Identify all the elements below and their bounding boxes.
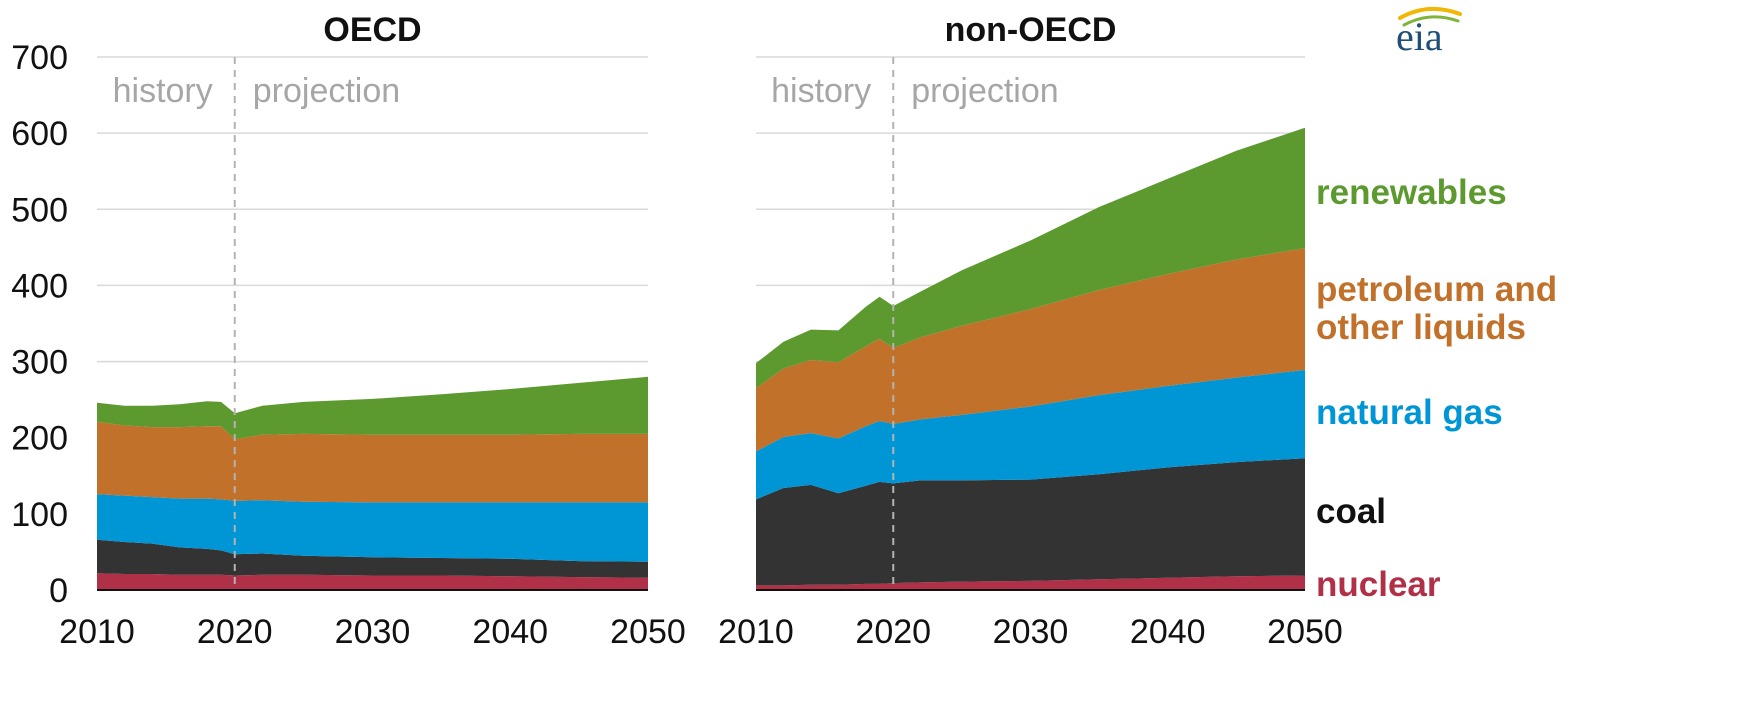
non-oecd-x-tick-2010: 2010 [718,613,794,651]
oecd-projection-label: projection [253,72,400,110]
legend-nuclear: nuclear [1316,565,1441,604]
y-tick-0: 0 [49,572,68,610]
non-oecd-x-tick-2030: 2030 [993,613,1069,651]
y-tick-700: 700 [11,39,68,77]
non-oecd-area-gas [756,369,1305,500]
y-tick-400: 400 [11,267,68,305]
non-oecd-x-tick-2020: 2020 [855,613,931,651]
non-oecd-projection-label: projection [911,72,1058,110]
oecd-x-tick-2050: 2050 [610,613,686,651]
y-tick-500: 500 [11,191,68,229]
legend-petroleum-line-2: other liquids [1316,308,1526,347]
oecd-history-label: history [113,72,213,110]
y-tick-600: 600 [11,115,68,153]
y-tick-200: 200 [11,420,68,458]
oecd-x-tick-2030: 2030 [335,613,411,651]
legend-gas: natural gas [1316,393,1503,432]
non-oecd-x-tick-2050: 2050 [1267,613,1343,651]
legend-coal: coal [1316,492,1386,531]
non-oecd-panel-title: non-OECD [945,11,1117,49]
legend-petroleum-line-1: petroleum and [1316,270,1557,309]
legend-renewables: renewables [1316,173,1507,212]
oecd-x-tick-2010: 2010 [59,613,135,651]
eia-logo: eia [1396,14,1443,59]
non-oecd-area-nuclear [756,575,1305,590]
logo-swoosh-green [1402,15,1460,27]
y-tick-100: 100 [11,496,68,534]
y-tick-300: 300 [11,344,68,382]
oecd-area-petroleum [97,421,648,503]
non-oecd-history-label: history [771,72,871,110]
logo-swoosh-yellow [1398,6,1462,20]
non-oecd-x-tick-2040: 2040 [1130,613,1206,651]
oecd-x-tick-2040: 2040 [472,613,548,651]
oecd-panel-title: OECD [323,11,421,49]
oecd-x-tick-2020: 2020 [197,613,273,651]
